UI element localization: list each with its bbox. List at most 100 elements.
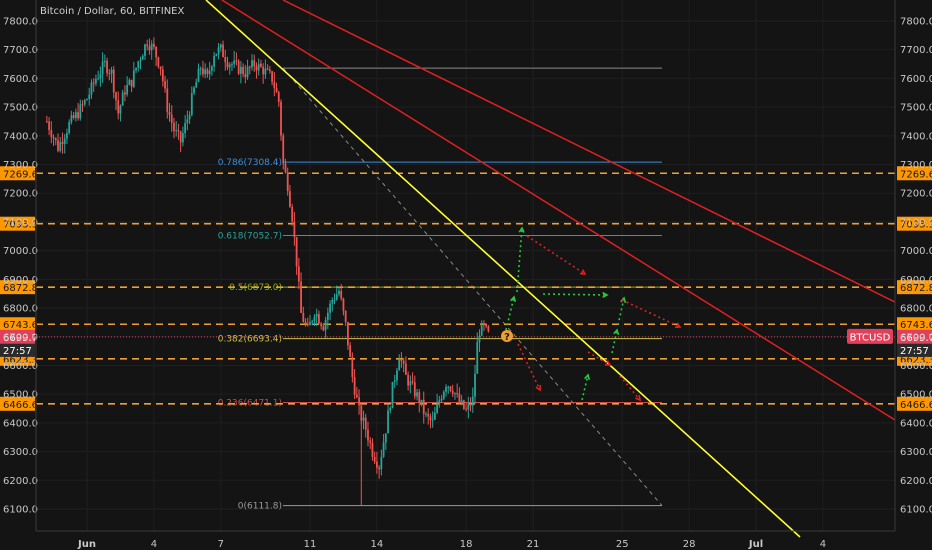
candle-body xyxy=(275,88,278,93)
candle-body xyxy=(300,281,302,313)
candle-body xyxy=(204,69,207,75)
candle-body xyxy=(342,298,345,311)
candle-body xyxy=(454,393,456,395)
fib-level-label: 0.236(6471.1) xyxy=(218,398,282,408)
candle-body xyxy=(260,63,262,67)
candle-body xyxy=(396,370,398,381)
candle-body xyxy=(206,69,209,75)
candle-body xyxy=(282,135,285,164)
candle-body xyxy=(320,323,323,327)
level-tag-left xyxy=(0,216,35,231)
candle-body xyxy=(436,403,439,413)
red-trend-line-lower xyxy=(221,0,896,421)
projection-arrows: ? xyxy=(501,226,682,402)
candle-body xyxy=(235,60,238,62)
y-tick-label-left: 6700.0 xyxy=(3,332,38,343)
candle-body xyxy=(407,374,410,386)
candle-body xyxy=(382,442,385,457)
candle-body xyxy=(137,61,140,68)
candle-body xyxy=(175,130,178,132)
y-tick-label-right: 7500.0 xyxy=(900,103,932,114)
projection-arrow xyxy=(526,235,586,275)
candle-body xyxy=(302,312,305,322)
x-tick-label: 28 xyxy=(683,539,696,550)
candle-body xyxy=(132,70,135,87)
candle-body xyxy=(195,81,198,88)
candle-body xyxy=(81,104,84,106)
level-tag-right-text: 6872.8 xyxy=(900,283,932,294)
candle-body xyxy=(215,53,218,56)
candle-body xyxy=(438,400,441,404)
candle-body xyxy=(166,88,169,113)
candle-body xyxy=(338,290,340,295)
candle-body xyxy=(95,79,97,84)
candle-body xyxy=(353,376,356,395)
question-marker xyxy=(501,330,513,342)
projection-arrowhead xyxy=(584,373,591,381)
candle-body xyxy=(324,319,327,331)
candle-body xyxy=(217,47,220,54)
candle-body xyxy=(90,82,93,95)
candle-body xyxy=(177,130,180,132)
level-tag-left-text: 6743.6 xyxy=(3,320,38,331)
candle-body xyxy=(101,61,104,75)
y-tick-label-right: 6900.0 xyxy=(900,275,932,286)
candle-body xyxy=(77,112,79,119)
projection-arrow xyxy=(621,299,681,328)
y-tick-label-left: 7300.0 xyxy=(3,160,38,171)
countdown-tag-right-text: 27:57 xyxy=(900,346,929,357)
x-tick-label: 14 xyxy=(371,539,384,550)
candle-body xyxy=(110,69,113,74)
current-price-tag-right xyxy=(897,329,932,344)
candle-body xyxy=(184,123,187,134)
candle-body xyxy=(226,62,229,68)
y-tick-label-left: 7600.0 xyxy=(3,74,38,85)
x-tick-label: 18 xyxy=(460,539,473,550)
candle-body xyxy=(233,60,236,65)
candlesticks xyxy=(45,37,490,506)
candle-body xyxy=(228,64,231,68)
y-tick-label-left: 7200.0 xyxy=(3,189,38,200)
candle-body xyxy=(355,394,358,398)
candle-body xyxy=(59,141,62,151)
y-tick-label-right: 7300.0 xyxy=(900,160,932,171)
candle-body xyxy=(117,100,120,114)
candle-body xyxy=(284,163,287,173)
candle-body xyxy=(266,68,269,70)
y-tick-label-right: 6700.0 xyxy=(900,332,932,343)
y-tick-label-right: 6300.0 xyxy=(900,447,932,458)
candle-body xyxy=(280,101,282,136)
candle-body xyxy=(244,74,247,78)
projection-arrow xyxy=(516,227,523,293)
level-tag-right xyxy=(897,317,932,332)
y-tick-label-right: 7200.0 xyxy=(900,189,932,200)
candle-body xyxy=(433,412,436,420)
x-tick-label: Jul xyxy=(748,539,763,550)
candle-body xyxy=(309,321,311,326)
candle-body xyxy=(329,303,331,313)
candle-body xyxy=(389,408,392,411)
candle-body xyxy=(465,408,467,410)
fib-level-label: 0.618(7052.7) xyxy=(218,232,282,242)
candle-body xyxy=(121,92,124,106)
candle-body xyxy=(224,57,227,63)
projection-arrowhead xyxy=(579,269,587,275)
candle-body xyxy=(251,60,253,68)
candle-body xyxy=(474,373,476,397)
level-tag-left-text: 7269.6 xyxy=(3,169,38,180)
candle-body xyxy=(378,467,381,470)
projection-arrow xyxy=(587,351,611,366)
y-tick-label-left: 6800.0 xyxy=(3,304,38,315)
candle-body xyxy=(326,312,329,320)
trend-lines xyxy=(205,0,896,538)
candle-body xyxy=(416,392,418,397)
candle-body xyxy=(219,44,222,48)
candle-body xyxy=(79,104,82,119)
candle-body xyxy=(231,64,233,66)
candle-body xyxy=(213,55,216,67)
candle-body xyxy=(404,363,407,375)
candle-body xyxy=(409,381,412,386)
candle-body xyxy=(115,92,117,101)
candle-body xyxy=(304,321,307,324)
